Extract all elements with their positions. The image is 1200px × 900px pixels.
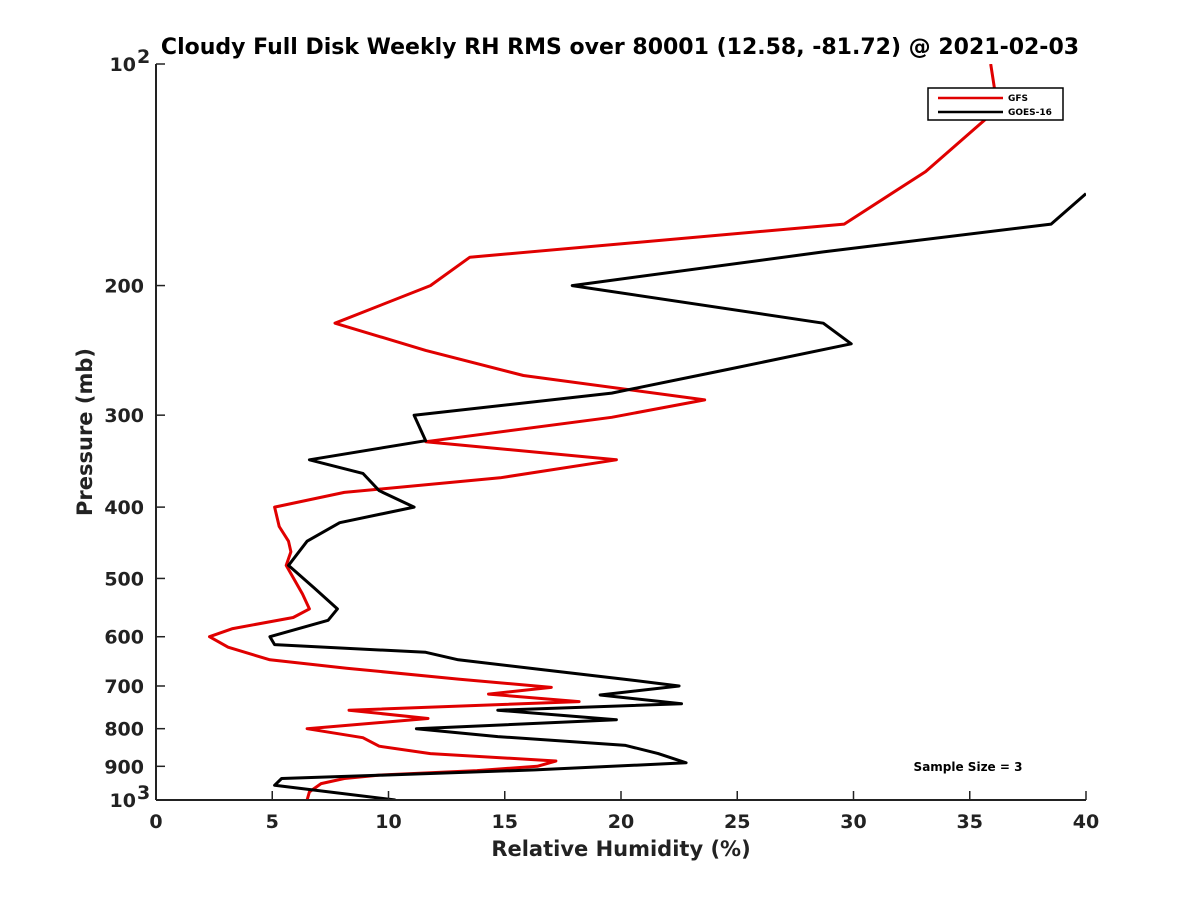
x-tick-label: 40 <box>1073 811 1099 833</box>
series-line-gfs <box>208 64 1000 800</box>
x-tick-label: 30 <box>840 811 866 833</box>
y-axis-label: Pressure (mb) <box>73 348 97 516</box>
legend-box <box>927 87 1064 121</box>
x-tick-label: 5 <box>266 811 279 833</box>
y-tick-label: 300 <box>104 405 144 427</box>
legend-label: GFS <box>1008 94 1028 104</box>
y-tick-label: 400 <box>104 497 144 519</box>
y-tick-label: 500 <box>104 568 144 590</box>
chart-title: Cloudy Full Disk Weekly RH RMS over 8000… <box>161 35 1079 60</box>
x-axis-label: Relative Humidity (%) <box>491 837 750 861</box>
sample-size-annotation: Sample Size = 3 <box>914 760 1023 774</box>
y-tick-label: 200 <box>104 276 144 298</box>
x-tick-label: 25 <box>724 811 750 833</box>
y-tick-exponent: 2 <box>137 46 150 68</box>
y-tick-label: 10 <box>110 54 136 76</box>
x-axis-ticks: 0 5 10 15 20 25 30 35 40 <box>149 791 1099 833</box>
x-tick-label: 35 <box>957 811 983 833</box>
y-tick-label: 700 <box>104 676 144 698</box>
y-tick-label: 800 <box>104 719 144 741</box>
y-tick-label: 900 <box>104 756 144 778</box>
x-tick-label: 15 <box>492 811 518 833</box>
y-tick-label: 10 <box>110 790 136 812</box>
plot-area <box>156 64 1086 800</box>
x-tick-label: 10 <box>375 811 401 833</box>
series-line-goes-16 <box>268 192 1086 800</box>
x-tick-label: 0 <box>149 811 162 833</box>
x-tick-label: 20 <box>608 811 634 833</box>
legend: GFS GOES-16 <box>927 87 1064 121</box>
y-tick-exponent: 3 <box>137 782 150 804</box>
legend-label: GOES-16 <box>1008 108 1052 118</box>
series-layer <box>208 64 1086 800</box>
y-tick-label: 600 <box>104 627 144 649</box>
